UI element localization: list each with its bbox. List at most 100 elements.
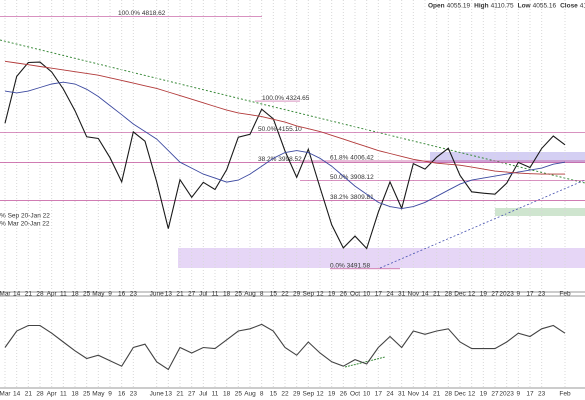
quote-value: 4110.75 <box>491 3 514 10</box>
x-tick-label: 15 <box>270 291 278 298</box>
x-tick-label: Feb <box>559 391 571 398</box>
x-tick-label: Sep <box>303 291 315 298</box>
x-tick-label: 16 <box>118 291 126 298</box>
x-tick-label: 11 <box>60 391 67 398</box>
trendline <box>379 179 585 269</box>
zone <box>178 248 585 268</box>
x-tick-label: 21 <box>176 291 184 298</box>
x-tick-label: 21 <box>176 391 184 398</box>
x-tick-label: 2023 <box>499 391 514 398</box>
x-tick-label: 14 <box>13 291 21 298</box>
x-tick-label: 19 <box>480 391 488 398</box>
x-tick-label: June <box>150 291 164 298</box>
x-tick-label: Apr <box>47 391 58 398</box>
x-tick-label: 13 <box>165 291 173 298</box>
x-tick-label: May <box>92 391 105 398</box>
quote-label: High <box>474 3 488 10</box>
x-tick-label: 21 <box>433 291 441 298</box>
quote-value: 4055.19 <box>447 3 471 10</box>
quote-label: Close <box>560 3 578 10</box>
x-tick-label: 27 <box>188 291 196 298</box>
zone <box>495 208 585 216</box>
x-tick-label: 25 <box>235 291 243 298</box>
x-tick-label: 23 <box>130 391 138 398</box>
x-tick-label: 8 <box>260 291 264 298</box>
x-tick-label: Sep <box>303 391 315 398</box>
quote-label: Open <box>428 3 445 10</box>
x-tick-label: 21 <box>433 391 441 398</box>
x-tick-label: 19 <box>480 291 488 298</box>
x-tick-label: 14 <box>421 291 429 298</box>
x-tick-label: Aug <box>244 391 256 398</box>
x-tick-label: 21 <box>25 291 33 298</box>
fib-label: 50.0% 3908.12 <box>330 174 374 181</box>
x-tick-label: 12 <box>468 391 476 398</box>
x-tick-label: 23 <box>538 291 546 298</box>
x-tick-label: Oct <box>350 391 360 398</box>
legend-note: % Sep 20-Jan 22 <box>0 213 50 220</box>
trendline <box>0 39 585 184</box>
fib-label: 100.0% 4818.62 <box>118 10 166 17</box>
x-tick-label: 22 <box>281 291 289 298</box>
x-tick-label: 14 <box>13 391 21 398</box>
x-tick-label: 12 <box>316 291 324 298</box>
x-tick-label: 18 <box>71 391 79 398</box>
x-tick-label: 18 <box>71 291 79 298</box>
x-tick-label: May <box>92 291 105 298</box>
x-tick-label: 23 <box>130 291 138 298</box>
series-line <box>4 60 565 175</box>
x-tick-label: Dec <box>454 291 466 298</box>
x-tick-label: 10 <box>363 391 371 398</box>
x-tick-label: Dec <box>454 391 466 398</box>
x-tick-label: 17 <box>375 391 383 398</box>
rsi-trendline <box>344 356 386 368</box>
x-tick-label: 25 <box>83 291 91 298</box>
x-tick-label: Nov <box>408 391 420 398</box>
x-tick-label: 24 <box>386 291 394 298</box>
x-tick-label: 16 <box>118 391 126 398</box>
fib-label: 100.0% 4324.65 <box>262 95 310 102</box>
x-tick-label: 9 <box>108 291 112 298</box>
x-tick-label: 2023 <box>499 291 514 298</box>
x-tick-label: 25 <box>83 391 91 398</box>
fib-label: 38.2% 3998.52 <box>258 156 302 163</box>
fib-label: 38.2% 3809.81 <box>330 194 374 201</box>
x-tick-label: 25 <box>235 391 243 398</box>
fib-label: 61.8% 4006.42 <box>330 155 374 162</box>
x-tick-label: 27 <box>491 391 499 398</box>
quote-value: 4109.31 <box>580 3 585 10</box>
x-tick-label: 12 <box>468 291 476 298</box>
x-tick-label: 28 <box>445 391 453 398</box>
x-tick-label: 12 <box>316 391 324 398</box>
x-tick-label: 11 <box>60 291 67 298</box>
quote-value: 4055.16 <box>533 3 557 10</box>
x-tick-label: 23 <box>538 391 546 398</box>
x-tick-label: Apr <box>47 291 58 298</box>
x-tick-label: 31 <box>398 291 406 298</box>
x-tick-label: 19 <box>328 291 336 298</box>
x-tick-label: Feb <box>559 291 571 298</box>
legend-note: % Mar 20-Jan 22 <box>0 221 50 228</box>
x-tick-label: 27 <box>491 291 499 298</box>
x-tick-label: Jul <box>199 391 208 398</box>
x-tick-label: 9 <box>108 391 112 398</box>
x-tick-label: 13 <box>165 391 173 398</box>
x-tick-label: 11 <box>212 291 219 298</box>
x-tick-label: Jul <box>199 291 208 298</box>
x-tick-label: 22 <box>281 391 289 398</box>
x-tick-label: June <box>150 391 164 398</box>
x-tick-label: 15 <box>270 391 278 398</box>
x-tick-label: 28 <box>36 391 44 398</box>
x-tick-label: 27 <box>188 391 196 398</box>
x-tick-label: 11 <box>212 391 219 398</box>
series-line <box>4 61 566 250</box>
x-tick-label: 28 <box>36 291 44 298</box>
series-line <box>4 323 566 371</box>
x-tick-label: 31 <box>398 391 406 398</box>
x-tick-label: 9 <box>517 391 521 398</box>
x-tick-label: 17 <box>526 391 534 398</box>
x-tick-label: 17 <box>375 291 383 298</box>
fib-label: 0.0% 3491.58 <box>330 262 371 269</box>
x-tick-label: 29 <box>293 291 301 298</box>
